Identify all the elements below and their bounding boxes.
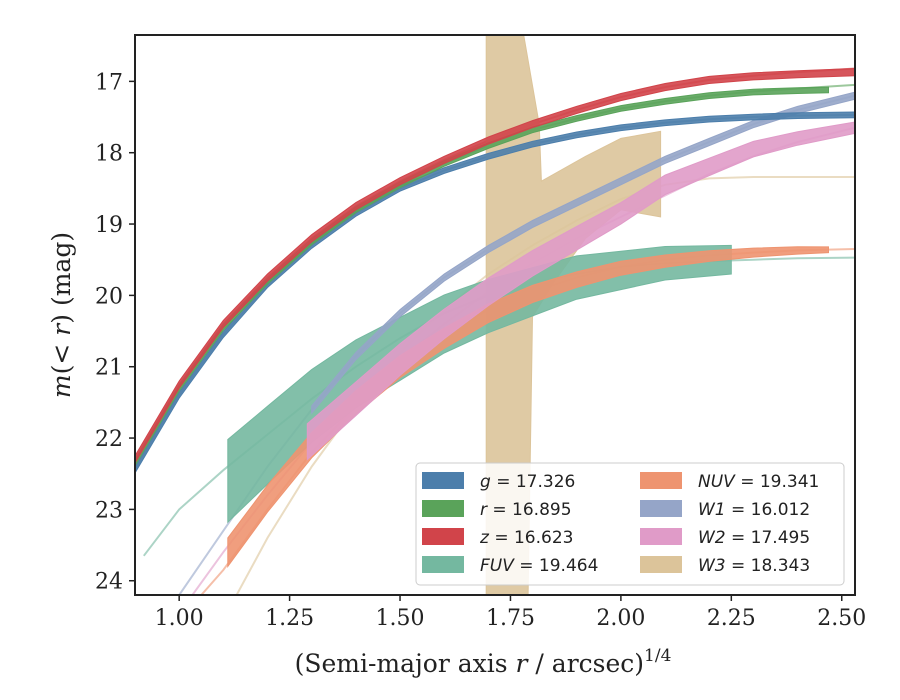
y-tick-label: 21 (95, 356, 123, 381)
legend-value: = 19.464 (514, 556, 599, 576)
legend-band: W3 (698, 556, 726, 576)
y-axis-label-mid: (< (47, 336, 76, 375)
legend-label-fuv: FUV = 19.464 (480, 556, 598, 576)
y-axis-label-var1: m (47, 374, 76, 398)
legend-band: NUV (698, 472, 736, 492)
legend-label-z: z = 16.623 (479, 528, 573, 548)
x-tick-label: 1.00 (155, 606, 204, 631)
x-axis-label-pre: (Semi-major axis (295, 649, 516, 678)
legend-swatch-w2 (640, 528, 682, 545)
x-tick-label: 2.25 (707, 606, 756, 631)
y-tick-label: 18 (95, 142, 123, 167)
legend-band: FUV (480, 556, 515, 576)
y-axis-label-var2: r (47, 322, 76, 336)
x-axis-label-var: r (516, 649, 530, 678)
y-axis-label-post: ) (mag) (47, 232, 76, 324)
legend-label-w3: W3 = 18.343 (698, 556, 810, 576)
y-tick-label: 22 (95, 427, 123, 452)
legend-band: W1 (698, 500, 726, 520)
x-tick-label: 2.50 (817, 606, 866, 631)
legend-label-w2: W2 = 17.495 (698, 528, 810, 548)
plot-frame (134, 34, 856, 596)
legend-swatch-w3 (640, 556, 682, 573)
legend-label-w1: W1 = 16.012 (698, 500, 810, 520)
profile-band-w1 (311, 91, 855, 415)
y-tick-label: 24 (95, 570, 123, 595)
legend-swatch-w1 (640, 500, 682, 517)
legend-label-r: r = 16.895 (480, 500, 572, 520)
y-tick-label: 20 (95, 284, 123, 309)
legend-swatch-nuv (640, 472, 682, 489)
y-axis-label: m(< r) (mag) (47, 232, 76, 398)
legend-value: = 18.343 (726, 556, 811, 576)
legend-band: g (480, 472, 491, 492)
legend-band: r (480, 500, 488, 520)
x-axis-label-sup: 1/4 (644, 646, 671, 666)
legend-label-g: g = 17.326 (480, 472, 575, 492)
legend-value: = 17.326 (491, 472, 576, 492)
x-tick-label: 2.00 (596, 606, 645, 631)
legend-frame (415, 462, 845, 586)
legend-value: = 17.495 (726, 528, 811, 548)
x-axis-label-post: / arcsec) (527, 649, 644, 678)
x-tick-label: 1.50 (376, 606, 425, 631)
y-tick-label: 23 (95, 498, 123, 523)
legend-swatch-r (422, 500, 464, 517)
x-tick-label: 1.25 (265, 606, 314, 631)
y-tick-label: 19 (95, 213, 123, 238)
legend-label-nuv: NUV = 19.341 (698, 472, 819, 492)
legend-value: = 16.895 (487, 500, 572, 520)
x-axis-label: (Semi-major axis r / arcsec)1/4 (295, 646, 672, 678)
profile-band-w2 (306, 121, 855, 461)
legend-swatch-fuv (422, 556, 464, 573)
legend-band: z (479, 528, 490, 548)
legend-value: = 19.341 (735, 472, 820, 492)
x-tick-label: 1.75 (486, 606, 535, 631)
legend-value: = 16.623 (489, 528, 574, 548)
legend-value: = 16.012 (726, 500, 811, 520)
y-tick-label: 17 (95, 70, 123, 95)
legend-band: W2 (698, 528, 726, 548)
profile-band-z (135, 67, 855, 464)
legend-swatch-z (422, 528, 464, 545)
legend-swatch-g (422, 472, 464, 489)
